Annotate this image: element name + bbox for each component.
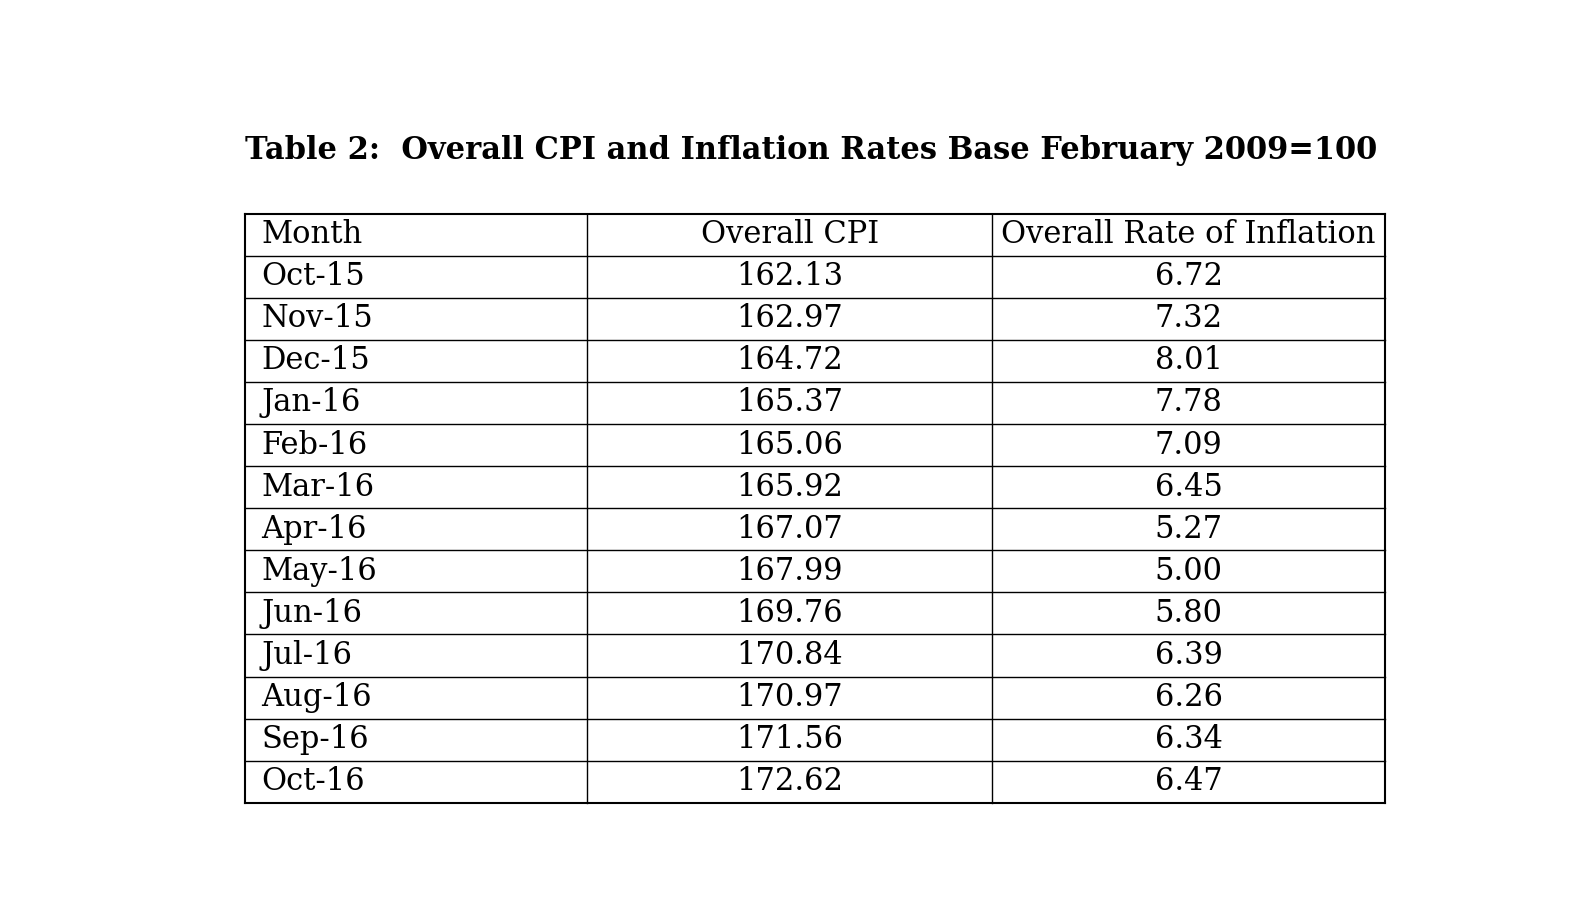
Text: Jan-16: Jan-16 — [261, 387, 360, 419]
Text: 6.72: 6.72 — [1155, 261, 1222, 292]
Text: 171.56: 171.56 — [736, 724, 843, 755]
Text: Sep-16: Sep-16 — [261, 724, 368, 755]
Text: 167.07: 167.07 — [736, 514, 843, 545]
Text: 7.78: 7.78 — [1155, 387, 1222, 419]
Text: 5.80: 5.80 — [1155, 598, 1222, 629]
Text: Apr-16: Apr-16 — [261, 514, 367, 545]
Text: 8.01: 8.01 — [1155, 346, 1222, 376]
Text: Overall CPI: Overall CPI — [700, 219, 879, 250]
Text: 6.39: 6.39 — [1155, 640, 1222, 671]
Text: 6.26: 6.26 — [1155, 682, 1222, 713]
Text: Month: Month — [261, 219, 362, 250]
Text: Feb-16: Feb-16 — [261, 430, 368, 461]
Text: Aug-16: Aug-16 — [261, 682, 371, 713]
Text: Dec-15: Dec-15 — [261, 346, 370, 376]
Text: 162.97: 162.97 — [736, 303, 843, 335]
Text: 6.34: 6.34 — [1155, 724, 1222, 755]
Text: 167.99: 167.99 — [736, 556, 843, 586]
Text: Table 2:  Overall CPI and Inflation Rates Base February 2009=100: Table 2: Overall CPI and Inflation Rates… — [245, 136, 1378, 167]
Text: 7.32: 7.32 — [1155, 303, 1222, 335]
Text: 6.45: 6.45 — [1155, 472, 1222, 502]
Text: Jun-16: Jun-16 — [261, 598, 362, 629]
Text: 170.97: 170.97 — [736, 682, 843, 713]
Text: 164.72: 164.72 — [736, 346, 843, 376]
Text: 172.62: 172.62 — [736, 766, 843, 798]
Text: 169.76: 169.76 — [736, 598, 843, 629]
Text: Oct-16: Oct-16 — [261, 766, 365, 798]
Text: Jul-16: Jul-16 — [261, 640, 352, 671]
Text: 5.27: 5.27 — [1155, 514, 1222, 545]
Text: 165.37: 165.37 — [736, 387, 843, 419]
Text: 162.13: 162.13 — [736, 261, 843, 292]
Text: May-16: May-16 — [261, 556, 378, 586]
Text: 6.47: 6.47 — [1155, 766, 1222, 798]
Text: 165.06: 165.06 — [736, 430, 843, 461]
Text: 7.09: 7.09 — [1155, 430, 1222, 461]
Text: 165.92: 165.92 — [736, 472, 843, 502]
Text: Mar-16: Mar-16 — [261, 472, 374, 502]
Text: Nov-15: Nov-15 — [261, 303, 373, 335]
Text: Overall Rate of Inflation: Overall Rate of Inflation — [1002, 219, 1376, 250]
Text: 170.84: 170.84 — [736, 640, 843, 671]
Text: 5.00: 5.00 — [1155, 556, 1222, 586]
Text: Oct-15: Oct-15 — [261, 261, 365, 292]
